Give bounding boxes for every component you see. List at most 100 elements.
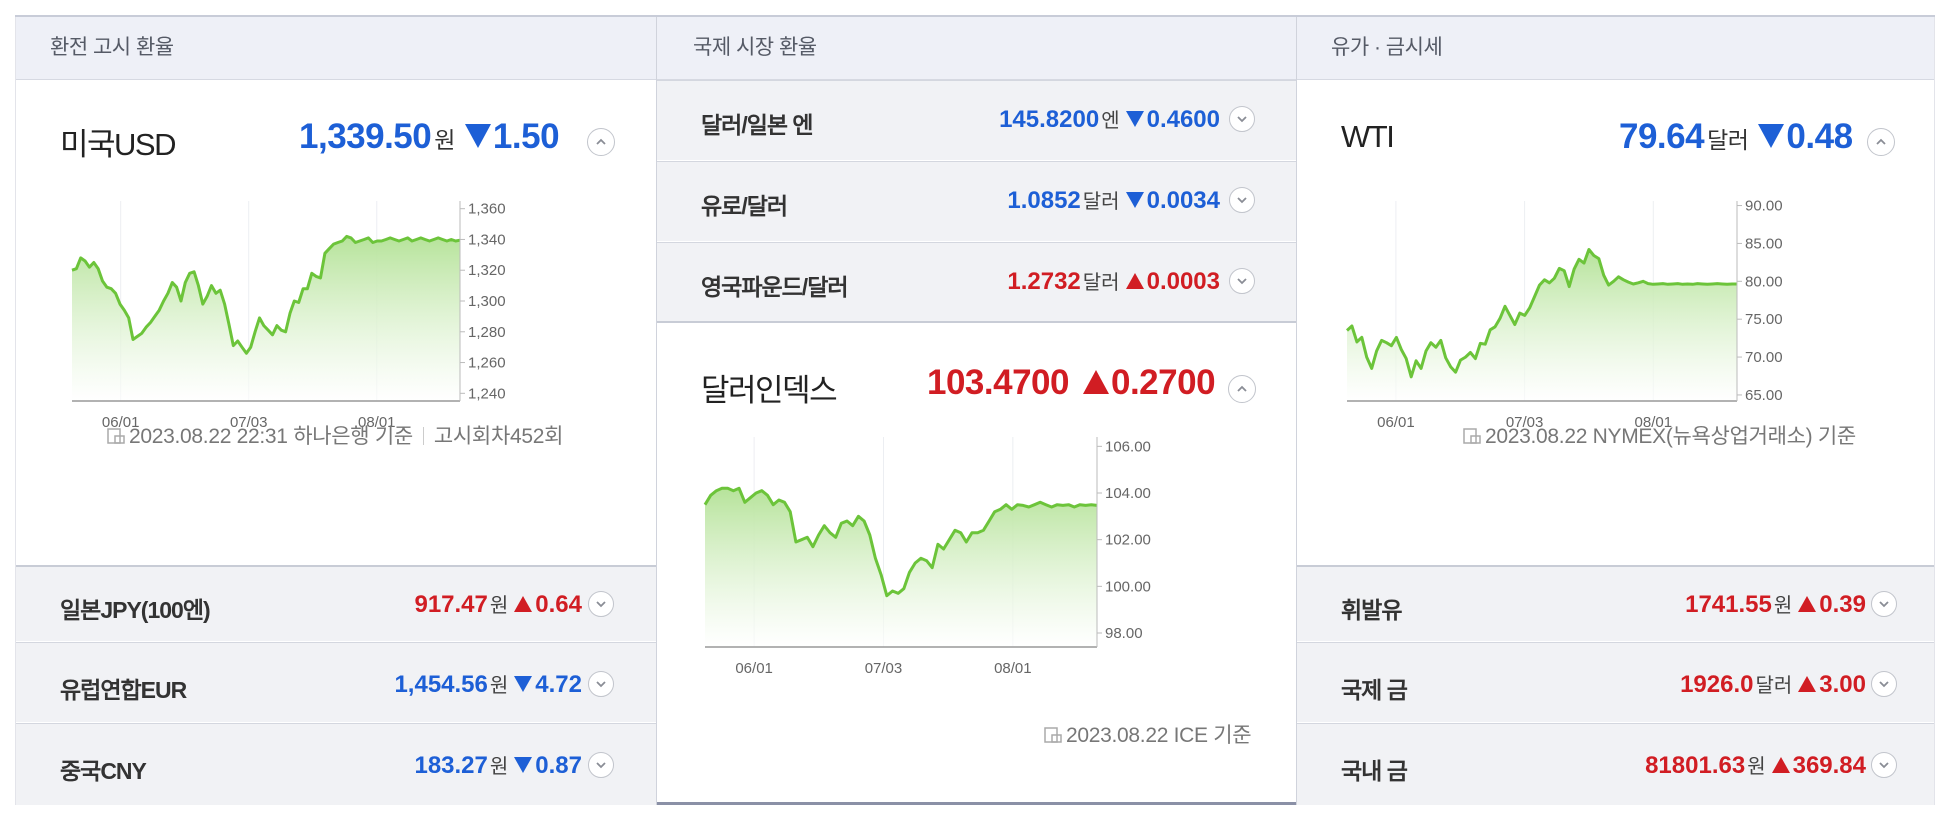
change-value: 0.2700	[1110, 363, 1216, 402]
divider	[422, 427, 424, 445]
price-display: 1,454.56 원 4.72	[394, 669, 582, 699]
list-item[interactable]: 유럽연합EUR 1,454.56 원 4.72	[16, 642, 656, 722]
price-display: 81801.63 원 369.84	[1645, 750, 1866, 780]
price-display: 103.4700 0.2700	[927, 363, 1216, 403]
price-display: 183.27 원 0.87	[414, 750, 582, 780]
chevron-down-icon	[596, 681, 606, 688]
list-item[interactable]: 중국CNY 183.27 원 0.87	[16, 723, 656, 805]
commodity-name: WTI	[1341, 119, 1395, 154]
footnote-date: 2023.08.22 22:31 하나은행 기준	[129, 425, 413, 448]
price-value: 79.64	[1619, 117, 1705, 156]
document-icon	[1463, 428, 1481, 444]
change-value: 0.0034	[1146, 187, 1220, 214]
chevron-down-icon	[596, 762, 606, 769]
x-tick-label: 07/03	[1506, 414, 1544, 431]
list-item[interactable]: 영국파운드/달러 1.2732 달러 0.0003	[657, 242, 1296, 321]
price-display: 1926.0 달러 3.00	[1680, 669, 1866, 699]
expand-button[interactable]	[1229, 106, 1255, 132]
change-value: 0.48	[1786, 117, 1853, 156]
y-tick-label: 1,360	[468, 201, 506, 218]
expand-button[interactable]	[1229, 268, 1255, 294]
chevron-down-icon	[1879, 762, 1889, 769]
collapse-button[interactable]	[1228, 375, 1256, 403]
series-line	[71, 234, 461, 355]
usd-chart: 06/01 07/03 08/01 1,360 1,340 1,320 1,300 1,280…	[71, 201, 506, 431]
price-unit: 달러	[1082, 272, 1120, 294]
price-unit: 달러	[1707, 127, 1749, 153]
exchange-rate-widget: 환전 고시 환율 미국USD 1,339.50 원 1.50 06/01 07/03 0…	[15, 15, 1935, 805]
wti-panel: WTI 79.64 달러 0.48 06/01 07/03 08/01 90.00 85.0…	[1297, 81, 1934, 474]
down-arrow-icon	[464, 124, 491, 148]
expand-button[interactable]	[588, 671, 614, 697]
series-area	[72, 236, 460, 401]
x-tick-label: 06/01	[1377, 414, 1415, 431]
x-tick-label: 07/03	[230, 414, 268, 431]
price-display: 79.64 달러 0.48	[1619, 117, 1853, 157]
up-arrow-icon	[1771, 757, 1790, 773]
usd-panel: 미국USD 1,339.50 원 1.50 06/01 07/03 08/01 1,360…	[16, 81, 656, 474]
expand-button[interactable]	[1871, 671, 1897, 697]
y-tick-label: 1,340	[468, 231, 506, 248]
source-footnote: 2023.08.22 NYMEX(뉴욕상업거래소) 기준	[1462, 420, 1856, 450]
price-unit: 원	[489, 675, 509, 697]
down-arrow-icon	[1125, 111, 1144, 127]
list-item[interactable]: 유로/달러 1.0852 달러 0.0034	[657, 161, 1296, 241]
series-area	[1347, 249, 1737, 401]
down-arrow-icon	[1125, 192, 1144, 208]
dollar-index-panel: 달러인덱스 103.4700 0.2700 06/01 07/03 08/01 106.…	[657, 321, 1296, 805]
x-tick-label: 06/01	[102, 414, 140, 431]
expand-button[interactable]	[588, 591, 614, 617]
collapse-button[interactable]	[587, 128, 615, 156]
dollar-index-chart: 06/01 07/03 08/01 106.00 104.00 102.00 100.00 9…	[703, 437, 1151, 677]
list-item[interactable]: 일본JPY(100엔) 917.47 원 0.64	[16, 565, 656, 641]
change-value: 0.39	[1819, 591, 1866, 618]
commodity-name: 국내 금	[1341, 758, 1408, 784]
price-value: 1.2732	[1007, 268, 1081, 295]
source-footnote: 2023.08.22 22:31 하나은행 기준 고시회차452회	[106, 420, 563, 450]
expand-button[interactable]	[588, 752, 614, 778]
source-footnote: 2023.08.22 ICE 기준	[1043, 719, 1252, 749]
list-item[interactable]: 달러/일본 엔 145.8200 엔 0.4600	[657, 80, 1296, 160]
price-unit: 원	[1773, 595, 1793, 617]
change-value: 0.87	[535, 752, 582, 779]
column-header: 국제 시장 환율	[657, 17, 1296, 80]
footnote-date: 2023.08.22 ICE 기준	[1066, 724, 1252, 747]
expand-button[interactable]	[1871, 752, 1897, 778]
y-tick-label: 102.00	[1105, 532, 1151, 549]
x-tick-label: 08/01	[358, 414, 396, 431]
price-display: 1741.55 원 0.39	[1685, 589, 1866, 619]
series-area	[705, 488, 1097, 647]
down-arrow-icon	[514, 757, 533, 773]
price-unit: 원	[489, 756, 509, 778]
list-item[interactable]: 국내 금 81801.63 원 369.84	[1297, 723, 1934, 805]
chevron-down-icon	[1237, 116, 1247, 123]
global-market-column: 국제 시장 환율 달러/일본 엔 145.8200 엔 0.4600 유로/달러 1…	[656, 17, 1296, 805]
footnote-round: 고시회차452회	[433, 425, 564, 448]
expand-button[interactable]	[1229, 187, 1255, 213]
y-tick-label: 100.00	[1105, 578, 1151, 595]
chevron-down-icon	[1237, 197, 1247, 204]
price-value: 1.0852	[1007, 187, 1081, 214]
price-value: 1926.0	[1680, 671, 1754, 698]
list-item[interactable]: 국제 금 1926.0 달러 3.00	[1297, 642, 1934, 722]
chevron-down-icon	[1879, 601, 1889, 608]
price-display: 1.0852 달러 0.0034	[1007, 185, 1220, 215]
y-tick-label: 1,260	[468, 355, 506, 372]
series-line	[1345, 248, 1737, 379]
chevron-down-icon	[1237, 278, 1247, 285]
up-arrow-icon	[514, 596, 533, 612]
y-tick-label: 85.00	[1745, 235, 1783, 252]
collapse-button[interactable]	[1867, 128, 1895, 156]
price-unit: 원	[1747, 756, 1766, 778]
x-tick-label: 08/01	[994, 660, 1032, 677]
down-arrow-icon	[1758, 124, 1785, 148]
price-display: 1.2732 달러 0.0003	[1007, 266, 1220, 296]
price-display: 1,339.50 원 1.50	[299, 117, 560, 157]
expand-button[interactable]	[1871, 591, 1897, 617]
price-unit: 달러	[1082, 191, 1120, 213]
document-icon	[107, 428, 125, 444]
y-tick-label: 1,320	[468, 262, 506, 279]
chevron-up-icon	[1876, 138, 1886, 145]
list-item[interactable]: 휘발유 1741.55 원 0.39	[1297, 565, 1934, 641]
change-value: 4.72	[535, 671, 582, 698]
